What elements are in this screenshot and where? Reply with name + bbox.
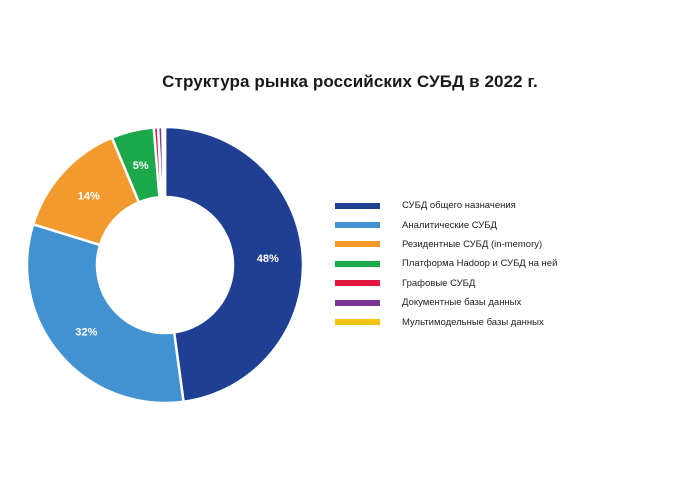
legend-swatch [335,241,380,248]
legend-item: Графовые СУБД [335,274,557,293]
slice-label: 32% [75,327,97,339]
slice-label: 48% [257,253,279,265]
legend-item: Резидентные СУБД (in-memory) [335,235,557,254]
legend-item: Документные базы данных [335,293,557,312]
donut-slice [25,222,185,405]
legend-label: Резидентные СУБД (in-memory) [402,238,543,250]
legend-label: Аналитические СУБД [402,219,497,231]
legend-swatch [335,299,380,306]
legend-label: Документные базы данных [402,297,522,309]
legend-label: Платформа Hadoop и СУБД на ней [402,258,558,270]
legend-item: СУБД общего назначения [335,196,557,215]
slice-label: 5% [133,160,149,172]
slice-label: 14% [78,191,100,203]
legend-label: Графовые СУБД [402,277,476,289]
legend: СУБД общего назначения Аналитические СУБ… [335,196,557,332]
legend-item: Платформа Hadoop и СУБД на ней [335,254,557,273]
legend-swatch [335,260,380,267]
chart-title: Структура рынка российских СУБД в 2022 г… [162,72,538,91]
legend-swatch [335,222,380,229]
legend-label: СУБД общего назначения [402,200,516,212]
legend-item: Мультимодельные базы данных [335,312,557,331]
legend-swatch [335,202,380,209]
legend-swatch [335,280,380,287]
donut-slice [163,125,305,404]
legend-label: Мультимодельные базы данных [402,316,544,328]
legend-swatch [335,319,380,326]
donut-slice [161,125,167,199]
legend-item: Аналитические СУБД [335,215,557,234]
